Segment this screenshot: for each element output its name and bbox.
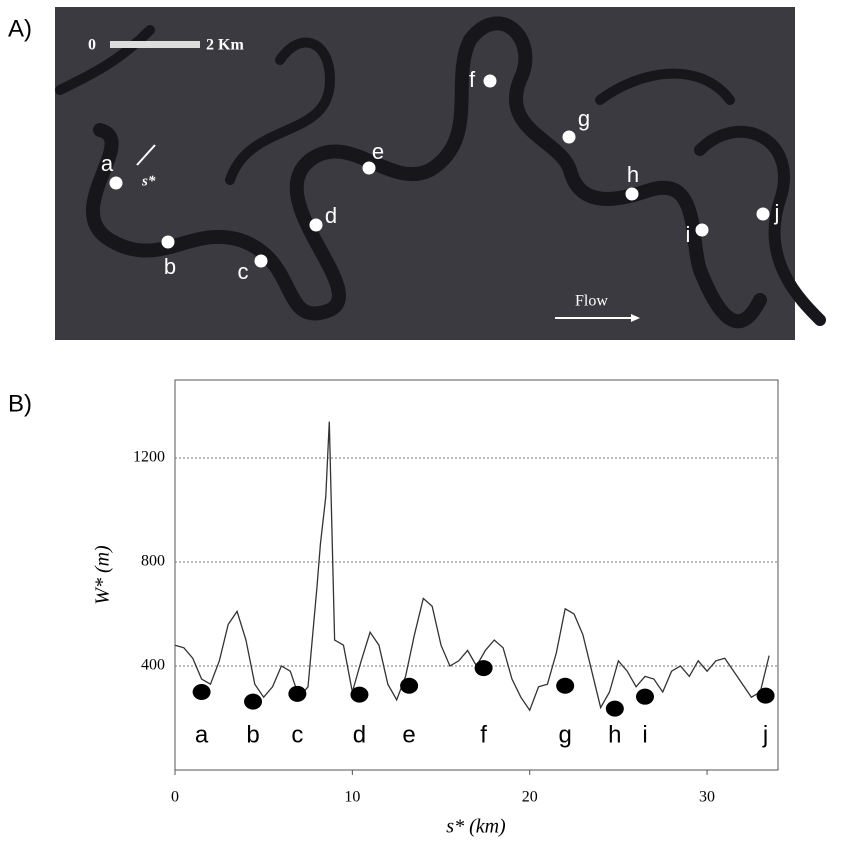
- site-label: i: [642, 721, 647, 748]
- site-label: e: [372, 139, 384, 164]
- site-label: d: [353, 721, 366, 748]
- site-marker: [192, 684, 211, 700]
- site-marker: [161, 235, 175, 249]
- panel-label: B): [8, 390, 32, 417]
- site-marker: [483, 74, 497, 88]
- site-label: j: [762, 721, 768, 748]
- x-tick-label: 0: [171, 789, 179, 806]
- site-label: f: [469, 67, 476, 92]
- site-marker: [350, 686, 369, 703]
- site-label: g: [578, 106, 590, 131]
- plot-frame: [174, 379, 779, 771]
- flow-arrowhead: [631, 314, 640, 322]
- site-label: h: [627, 162, 639, 187]
- site-label: g: [558, 721, 571, 748]
- site-label: b: [246, 721, 259, 748]
- scale-label: 0: [88, 37, 96, 54]
- site-label: a: [195, 721, 209, 748]
- site-marker: [244, 693, 263, 710]
- y-axis-label: W* (m): [92, 545, 114, 605]
- site-marker: [288, 685, 307, 702]
- panel-label: A): [8, 15, 32, 42]
- y-tick-label: 1200: [133, 449, 165, 466]
- site-label: h: [608, 721, 621, 748]
- site-marker: [474, 660, 493, 677]
- x-tick-label: 30: [699, 789, 715, 806]
- site-marker: [562, 130, 576, 144]
- s-label: s*: [141, 173, 156, 189]
- site-marker: [625, 187, 639, 201]
- site-marker: [254, 254, 268, 268]
- river-channels: [55, 16, 826, 329]
- plot: 400 800 1200 0 10 20 30 a b c d e f g h i j: [133, 421, 778, 806]
- site-label: i: [686, 222, 691, 247]
- site-marker: [556, 677, 575, 694]
- x-tick-label: 10: [344, 789, 360, 806]
- site-label: j: [774, 200, 780, 225]
- site-marker: [635, 688, 654, 705]
- flow-label: Flow: [575, 293, 608, 310]
- site-label: b: [164, 254, 176, 279]
- site-marker: [756, 207, 770, 221]
- site-marker: [109, 176, 123, 190]
- points: a b c d e f g h i j: [101, 67, 780, 284]
- site-label: f: [480, 721, 487, 748]
- site-marker: [695, 223, 709, 237]
- scale-bar: [110, 41, 200, 48]
- y-tick-label: 400: [141, 657, 165, 674]
- site-label: d: [325, 203, 337, 228]
- site-label: e: [402, 721, 415, 748]
- x-axis-label: s* (km): [446, 816, 506, 838]
- site-marker: [400, 677, 419, 694]
- site-marker: [309, 218, 323, 232]
- site-marker: [605, 700, 624, 717]
- x-tick-label: 20: [522, 789, 538, 806]
- scale-label: 2 Km: [206, 37, 244, 54]
- s-arrow: [136, 144, 156, 166]
- width-line: [174, 421, 770, 712]
- site-marker: [756, 687, 775, 704]
- site-label: c: [291, 721, 303, 748]
- y-tick-label: 800: [141, 553, 165, 570]
- site-label: c: [238, 259, 249, 284]
- site-label: a: [101, 151, 114, 176]
- site-marker: [362, 161, 376, 175]
